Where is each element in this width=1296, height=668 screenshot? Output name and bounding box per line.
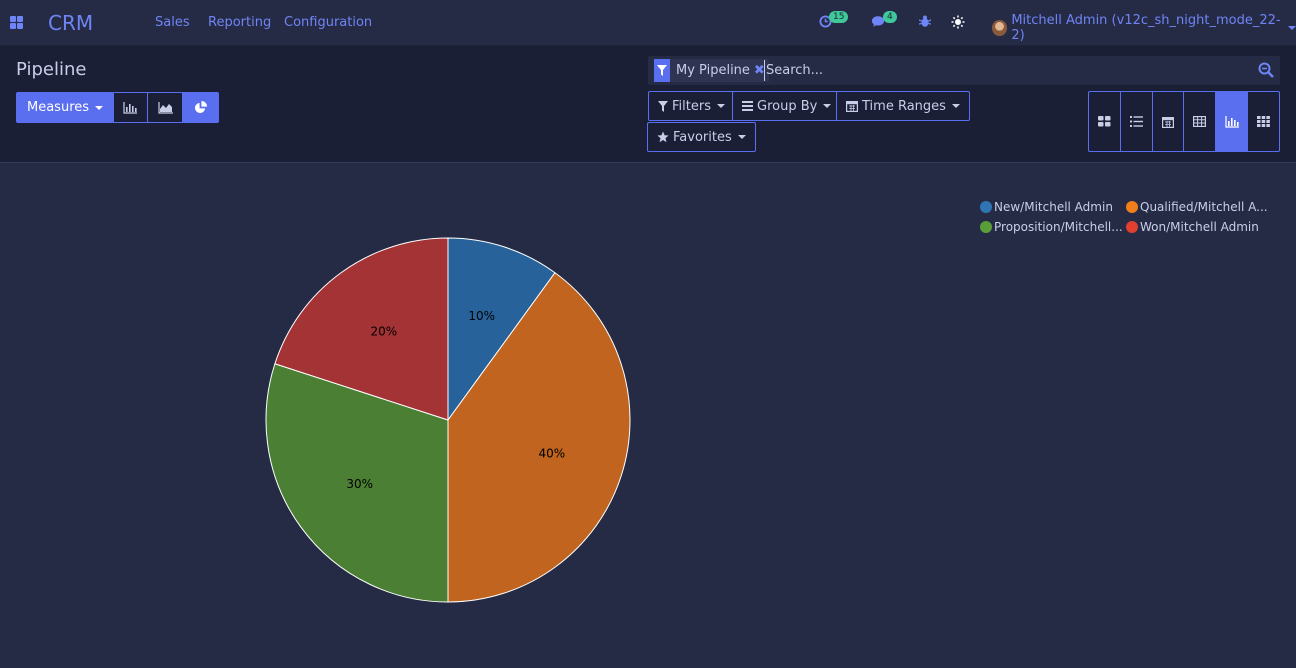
sun-icon (951, 15, 965, 29)
view-switcher (1088, 91, 1280, 152)
calendar-icon (846, 101, 858, 112)
calendar-view-button[interactable] (1153, 92, 1185, 151)
search-bar: My Pipeline ✖ (648, 56, 1280, 85)
legend-swatch (1126, 221, 1138, 233)
chevron-down-icon (823, 104, 832, 108)
bars-icon (742, 101, 753, 111)
measures-button[interactable]: Measures (16, 92, 115, 123)
filter-icon (658, 100, 668, 112)
bar-chart-icon (123, 101, 137, 114)
legend-swatch (980, 221, 992, 233)
user-name: Mitchell Admin (v12c_sh_night_mode_22-2) (1011, 13, 1281, 43)
pie-slice[interactable] (274, 237, 449, 421)
bug-icon (919, 15, 931, 27)
night-mode-toggle[interactable] (951, 13, 967, 31)
legend-item[interactable]: Qualified/Mitchell A... (1126, 200, 1272, 214)
avatar (992, 20, 1008, 36)
calendar-icon (1162, 116, 1175, 128)
legend-item[interactable]: Proposition/Mitchell... (980, 220, 1126, 234)
line-chart-icon (157, 101, 173, 114)
slice-label: 20% (370, 325, 397, 339)
search-input[interactable] (764, 60, 1244, 81)
pie-slice[interactable] (265, 363, 449, 603)
chevron-down-icon (737, 135, 746, 139)
chart-mode-group (112, 92, 219, 123)
message-count-badge: 4 (883, 11, 897, 23)
list-view-button[interactable] (1121, 92, 1153, 151)
search-icon[interactable] (1258, 62, 1274, 78)
bar-chart-button[interactable] (113, 93, 148, 122)
top-navbar: CRM Sales Reporting Configuration 15 4 (0, 0, 1296, 46)
legend-item[interactable]: New/Mitchell Admin (980, 200, 1126, 214)
search-facet: My Pipeline ✖ (654, 59, 769, 82)
menu-sales[interactable]: Sales (155, 15, 190, 30)
activity-button[interactable]: 15 (819, 11, 849, 31)
favorites-dropdown[interactable]: Favorites (647, 122, 756, 152)
pivot-view-button[interactable] (1184, 92, 1217, 151)
slice-label: 10% (468, 309, 495, 323)
group-by-label: Group By (757, 98, 818, 114)
time-ranges-dropdown[interactable]: Time Ranges (836, 91, 970, 121)
star-icon (657, 131, 669, 143)
cohort-view-button[interactable] (1248, 92, 1279, 151)
chevron-down-icon (951, 104, 960, 108)
slice-label: 40% (539, 447, 566, 461)
legend-swatch (1126, 201, 1138, 213)
pie-chart-button[interactable] (183, 93, 218, 122)
bar-chart-icon (1225, 115, 1239, 128)
activity-count-badge: 15 (829, 11, 849, 23)
legend-label: New/Mitchell Admin (994, 200, 1113, 214)
user-menu[interactable]: Mitchell Admin (v12c_sh_night_mode_22-2) (992, 13, 1296, 43)
pie-chart: 10% 40% 30% 20% (265, 237, 631, 603)
chart-legend: New/Mitchell Admin Qualified/Mitchell A..… (980, 200, 1280, 234)
slice-label: 30% (346, 477, 373, 491)
table-icon (1193, 116, 1207, 127)
measures-label: Measures (27, 100, 90, 115)
grid-icon (1257, 116, 1270, 127)
legend-label: Qualified/Mitchell A... (1140, 200, 1268, 214)
legend-label: Won/Mitchell Admin (1140, 220, 1259, 234)
chat-icon (871, 16, 885, 27)
pie-chart-icon (194, 101, 207, 114)
apps-icon[interactable] (10, 16, 23, 29)
legend-label: Proposition/Mitchell... (994, 220, 1123, 234)
brand-name[interactable]: CRM (48, 11, 94, 35)
kanban-view-button[interactable] (1089, 92, 1121, 151)
debug-button[interactable] (919, 13, 933, 31)
favorites-label: Favorites (673, 129, 732, 145)
time-ranges-label: Time Ranges (862, 98, 946, 114)
pie-slice[interactable] (447, 272, 631, 603)
graph-view-button[interactable] (1216, 92, 1249, 151)
filter-icon (654, 59, 670, 82)
messages-button[interactable]: 4 (871, 11, 901, 31)
graph-view: 10% 40% 30% 20% New/Mitchell Admin Qualified… (0, 163, 1296, 668)
legend-swatch (980, 201, 992, 213)
chevron-down-icon (716, 104, 725, 108)
facet-label: My Pipeline (676, 63, 750, 78)
line-chart-button[interactable] (148, 93, 183, 122)
chevron-down-icon (1288, 26, 1296, 30)
close-icon[interactable]: ✖ (753, 63, 765, 78)
menu-reporting[interactable]: Reporting (208, 15, 272, 30)
kanban-icon (1097, 116, 1111, 127)
group-by-dropdown[interactable]: Group By (732, 91, 842, 121)
page-title: Pipeline (16, 59, 87, 80)
list-icon (1129, 116, 1143, 127)
chevron-down-icon (95, 105, 104, 110)
filters-dropdown[interactable]: Filters (648, 91, 735, 121)
filters-label: Filters (672, 98, 711, 114)
menu-configuration[interactable]: Configuration (284, 15, 373, 30)
pie-slice[interactable] (447, 237, 556, 422)
control-panel: Pipeline Measures (0, 46, 1296, 163)
legend-item[interactable]: Won/Mitchell Admin (1126, 220, 1272, 234)
